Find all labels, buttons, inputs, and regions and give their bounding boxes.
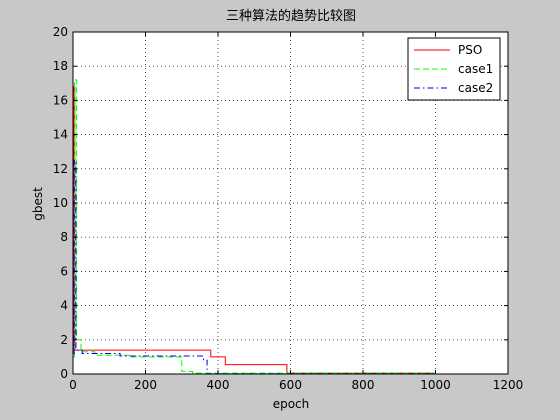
chart-title: 三种算法的趋势比较图 — [226, 8, 356, 24]
legend-label-PSO: PSO — [458, 43, 482, 57]
y-tick-label: 18 — [53, 59, 68, 73]
y-tick-label: 12 — [53, 162, 68, 176]
x-axis-label: epoch — [273, 397, 310, 411]
x-tick-label: 1200 — [493, 378, 524, 392]
y-tick-label: 20 — [53, 25, 68, 39]
legend-label-case1: case1 — [458, 62, 493, 76]
y-tick-label: 8 — [60, 230, 68, 244]
x-tick-label: 600 — [279, 378, 302, 392]
x-tick-label: 200 — [134, 378, 157, 392]
y-tick-label: 10 — [53, 196, 68, 210]
x-tick-label: 400 — [207, 378, 230, 392]
x-tick-label: 0 — [69, 378, 77, 392]
series-line-PSO — [73, 86, 436, 374]
y-tick-label: 0 — [60, 367, 68, 381]
legend: PSO case1 case2 — [407, 37, 501, 101]
y-tick-label: 4 — [60, 299, 68, 313]
y-tick-label: 16 — [53, 93, 68, 107]
x-tick-label: 1000 — [420, 378, 451, 392]
y-tick-label: 14 — [53, 128, 68, 142]
legend-label-case2: case2 — [458, 81, 493, 95]
y-axis-label: gbest — [31, 187, 45, 221]
series-line-case2 — [73, 159, 436, 375]
x-tick-label: 800 — [352, 378, 375, 392]
y-tick-label: 2 — [60, 333, 68, 347]
y-tick-label: 6 — [60, 264, 68, 278]
